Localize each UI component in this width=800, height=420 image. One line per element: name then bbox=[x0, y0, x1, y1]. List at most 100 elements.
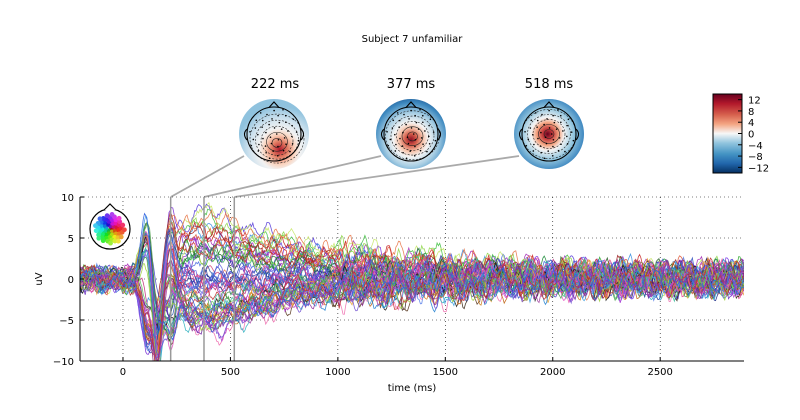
topomap-sensor bbox=[530, 119, 533, 122]
topomap-sensor bbox=[541, 113, 543, 116]
topomap-group: 222 ms 377 ms 518 ms bbox=[239, 77, 584, 169]
channel-trace bbox=[80, 262, 744, 361]
topomap-sensor bbox=[405, 123, 407, 126]
topomap-sensor bbox=[289, 150, 291, 153]
channel-trace bbox=[80, 220, 744, 338]
topomap-sensor bbox=[424, 130, 426, 132]
topomap-sensor bbox=[557, 149, 560, 152]
topomap-sensor bbox=[394, 150, 397, 152]
topomap-sensor bbox=[532, 150, 535, 152]
topomap-sensor bbox=[428, 124, 430, 127]
topomap-sensor bbox=[428, 142, 431, 145]
topomap-sensor bbox=[426, 150, 428, 153]
topomap-sensor bbox=[394, 133, 396, 136]
topomap-sensor bbox=[570, 131, 573, 133]
y-tick-label: −10 bbox=[53, 357, 74, 368]
sensor-dot bbox=[122, 227, 127, 233]
x-tick-label: 0 bbox=[120, 367, 126, 378]
topomap-sensor bbox=[280, 128, 283, 130]
topomap-sensor bbox=[524, 130, 526, 133]
topomap-sensor bbox=[552, 145, 554, 148]
topomap-sensor bbox=[284, 114, 287, 117]
topomap-sensor bbox=[254, 127, 257, 129]
colorbar-tick-label: −8 bbox=[748, 152, 763, 163]
topomap-sensor bbox=[548, 109, 550, 112]
topomap-contour bbox=[532, 119, 566, 149]
topomap-sensor bbox=[419, 149, 422, 152]
topomap-contour bbox=[538, 124, 560, 144]
sensor-dot bbox=[116, 215, 122, 221]
topomap-connector bbox=[203, 155, 382, 198]
topomap-sensor bbox=[529, 127, 532, 129]
topomap-contour bbox=[543, 129, 555, 139]
topomap-sensor bbox=[422, 121, 424, 124]
topomap-sensor bbox=[276, 154, 279, 157]
topomap-sensor bbox=[428, 135, 430, 138]
topomap-sensor bbox=[277, 138, 280, 141]
topomap-nose bbox=[405, 101, 417, 108]
sensor-dot bbox=[104, 213, 110, 219]
topomap-sensor bbox=[264, 145, 267, 147]
topomap-sensor bbox=[257, 133, 259, 136]
topomap-ear bbox=[518, 128, 523, 141]
topomap-sensor bbox=[558, 137, 561, 139]
x-tick-label: 2500 bbox=[647, 367, 672, 378]
topomap-label: 222 ms bbox=[251, 77, 300, 92]
y-tick-label: 0 bbox=[68, 275, 74, 286]
y-tick-label: 10 bbox=[61, 193, 74, 204]
topomap-sensor bbox=[277, 114, 279, 117]
topomap-contour bbox=[390, 115, 435, 156]
topomap-sensor bbox=[559, 114, 562, 117]
topomap-sensor bbox=[257, 150, 260, 152]
topomap-sensor bbox=[277, 145, 279, 148]
topomap-sensor bbox=[552, 138, 555, 141]
topomap-label: 518 ms bbox=[525, 77, 574, 92]
topomap-sensor bbox=[536, 126, 538, 128]
topomap-sensor bbox=[273, 127, 276, 129]
topomap-1: 222 ms bbox=[239, 77, 309, 169]
topomap-sensor bbox=[250, 144, 253, 147]
sensor-dot bbox=[93, 228, 99, 234]
channel-trace bbox=[80, 235, 744, 334]
topomap-sensor bbox=[557, 108, 559, 111]
topomap-contour bbox=[255, 119, 299, 160]
topomap-sensor bbox=[278, 121, 281, 124]
topomap-sensor bbox=[533, 143, 535, 146]
topomap-sensor bbox=[396, 112, 399, 114]
channel-trace bbox=[80, 258, 744, 325]
sensor-dot bbox=[93, 223, 98, 229]
topomap-sensor bbox=[566, 135, 568, 138]
topomap-sensor bbox=[566, 124, 568, 127]
topomap-sensor bbox=[265, 131, 267, 134]
topomap-contour bbox=[249, 113, 305, 164]
topomap-sensor bbox=[402, 151, 404, 154]
topomap-sensor bbox=[543, 123, 545, 126]
topomap-sensor bbox=[422, 143, 424, 145]
topomap-sensor bbox=[405, 157, 408, 160]
sensor-dot bbox=[100, 238, 106, 244]
colorbar-tick-label: 12 bbox=[748, 96, 761, 107]
topomap-sensor bbox=[259, 112, 262, 114]
colorbar-tick-label: −4 bbox=[748, 141, 763, 152]
topomap-sensor bbox=[292, 118, 295, 121]
topomap-sensor bbox=[564, 150, 566, 153]
topomap-sensor bbox=[562, 130, 564, 132]
topomap-3: 518 ms bbox=[514, 77, 584, 169]
channel-trace bbox=[80, 247, 744, 361]
topomap-sensor bbox=[262, 137, 264, 140]
topomap-sensor bbox=[395, 143, 397, 146]
topomap-sensor bbox=[408, 118, 410, 120]
topomap-sensor bbox=[532, 133, 534, 136]
topomap-ear bbox=[380, 128, 385, 141]
topomap-sensor bbox=[271, 118, 273, 120]
sensor-dot bbox=[96, 232, 102, 238]
topomap-contour bbox=[385, 110, 440, 161]
colorbar-tick-label: 0 bbox=[748, 130, 754, 141]
topomap-sensor bbox=[389, 138, 392, 141]
topomap-head bbox=[514, 99, 584, 169]
topomap-sensor bbox=[398, 119, 401, 122]
sensor-dot bbox=[112, 238, 118, 244]
topomap-sensor bbox=[249, 130, 251, 133]
